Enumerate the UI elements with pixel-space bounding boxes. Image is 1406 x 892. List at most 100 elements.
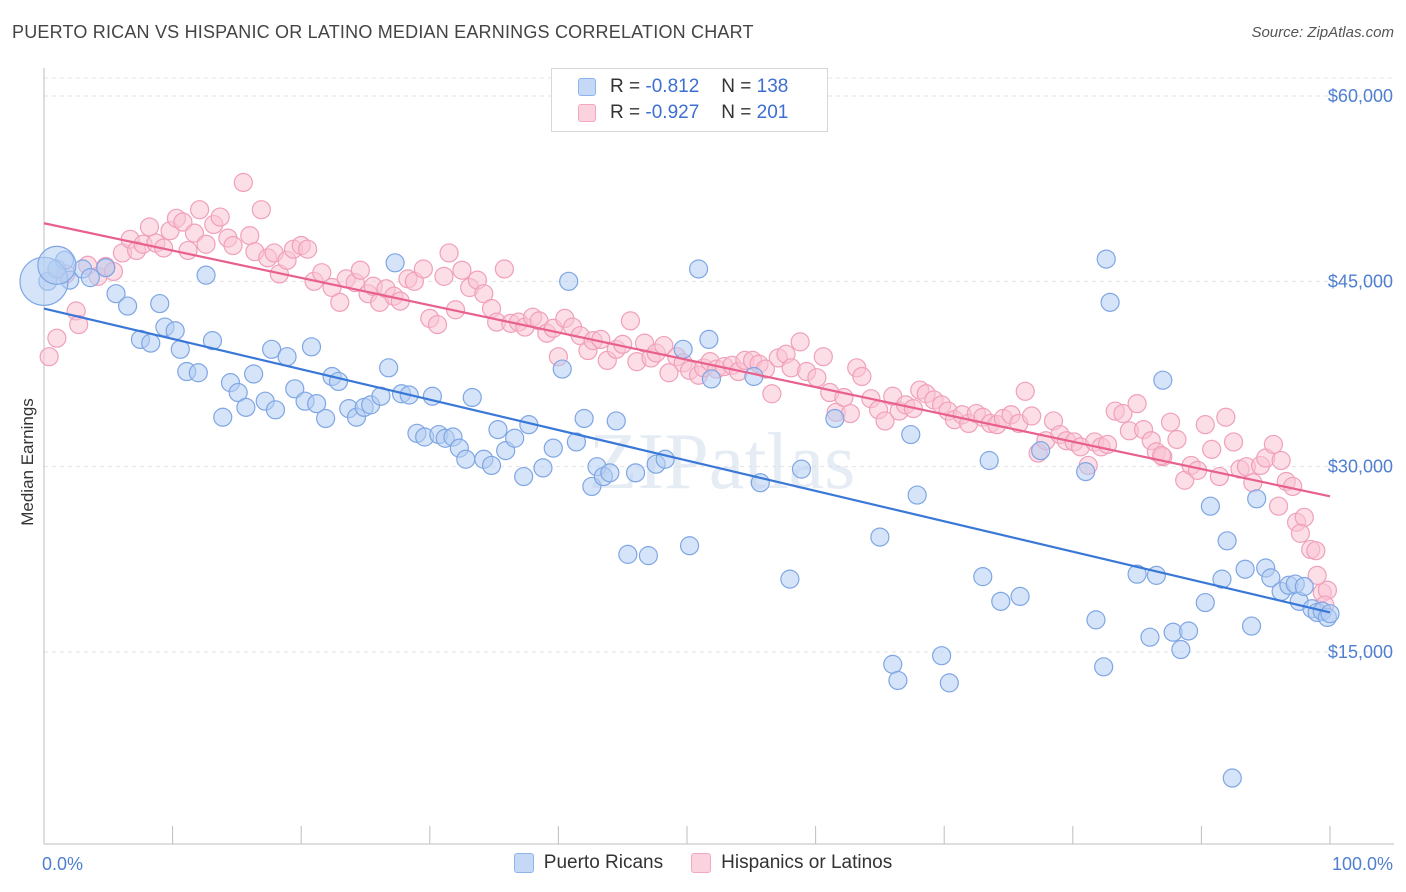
puerto-ricans-point	[699, 329, 719, 350]
puerto-ricans-point	[688, 259, 709, 279]
bottom-legend-hispanics: Hispanics or Latinos	[691, 852, 892, 874]
legend-n-value: 138	[756, 76, 789, 97]
puerto-ricans-point	[559, 271, 579, 291]
puerto-ricans-point	[780, 569, 800, 589]
puerto-ricans-point	[96, 258, 116, 278]
puerto-ricans-point	[1100, 292, 1120, 312]
puerto-ricans-point	[1195, 592, 1215, 613]
puerto-ricans-point	[141, 333, 161, 353]
puerto-ricans-point	[1127, 564, 1147, 584]
puerto-ricans-point	[150, 293, 170, 314]
puerto-ricans-point	[625, 463, 646, 483]
puerto-ricans-point	[991, 591, 1011, 611]
hispanics-point	[39, 347, 59, 367]
legend-r-label: R =	[610, 76, 641, 97]
puerto-ricans-point	[883, 654, 903, 674]
hispanics-point	[184, 223, 205, 243]
x-tick-label: 100.0%	[1332, 854, 1393, 874]
bottom-legend-swatch-blue	[513, 853, 534, 873]
puerto-ricans-point	[1261, 568, 1281, 588]
legend-r-label: R =	[610, 102, 641, 123]
puerto-ricans-point	[316, 408, 336, 429]
puerto-ricans-point	[1153, 370, 1173, 390]
hispanics-point	[434, 266, 454, 286]
puerto-ricans-point	[543, 438, 563, 458]
puerto-ricans-point	[566, 432, 587, 452]
hispanics-point	[659, 363, 679, 383]
y-tick-labels: $15,000 $30,000 $45,000 $60,000	[1328, 86, 1393, 662]
puerto-ricans-point	[505, 428, 525, 448]
puerto-ricans-point	[1031, 441, 1051, 461]
bottom-legend-label: Hispanics or Latinos	[721, 852, 893, 873]
hispanics-point	[251, 200, 271, 220]
hispanics-point	[1167, 429, 1187, 450]
puerto-ricans-point	[1222, 768, 1242, 788]
puerto-ricans-point	[307, 394, 327, 414]
puerto-ricans-point	[1241, 616, 1262, 636]
legend-n-value: 201	[756, 102, 789, 123]
bottom-legend-puerto-ricans: Puerto Ricans	[513, 852, 663, 874]
hispanics-point	[69, 314, 89, 335]
puerto-ricans-point	[979, 450, 999, 471]
x-tick-labels: 0.0% 100.0%	[42, 854, 1393, 874]
hispanics-point	[1209, 466, 1230, 487]
source-label: Source: ZipAtlas.com	[1251, 24, 1394, 41]
puerto-ricans-point	[37, 245, 77, 285]
hispanics-point	[298, 239, 318, 259]
puerto-ricans-point	[533, 458, 553, 478]
hispanics-point	[330, 292, 350, 312]
hispanics-point	[173, 212, 193, 232]
puerto-ricans-point	[196, 265, 216, 285]
legend-row-hispanics: R = -0.927 N = 201	[578, 100, 788, 126]
puerto-ricans-point	[1010, 586, 1030, 607]
hispanics-point	[1307, 565, 1327, 585]
hispanics-point	[474, 284, 494, 304]
hispanics-point	[350, 260, 370, 280]
puerto-ricans-point	[262, 339, 282, 359]
hispanics-point	[196, 234, 216, 254]
hispanics-point	[620, 311, 641, 331]
hispanics-point	[139, 217, 160, 237]
puerto-ricans-point	[188, 363, 208, 383]
puerto-ricans-point	[973, 567, 993, 587]
hispanics-point	[1271, 450, 1291, 471]
puerto-ricans-point	[1294, 576, 1314, 597]
hispanics-point	[178, 240, 198, 261]
puerto-ricans-point	[328, 371, 349, 392]
puerto-ricans-point	[1217, 531, 1237, 551]
puerto-ricans-point	[679, 536, 700, 556]
puerto-ricans-point	[80, 268, 100, 288]
series-puerto-ricans-points	[19, 245, 1340, 788]
puerto-ricans-point	[1320, 604, 1340, 624]
puerto-ricans-point	[1178, 621, 1199, 641]
puerto-ricans-point	[552, 359, 572, 379]
axes	[43, 68, 1394, 845]
hispanics-point	[240, 226, 260, 246]
hispanics-point	[813, 347, 833, 367]
hispanics-point	[413, 259, 433, 279]
puerto-ricans-point	[825, 408, 845, 429]
legend-r-value: -0.812	[645, 76, 700, 97]
puerto-ricans-point	[1171, 639, 1191, 660]
watermark: ZIPatlas	[589, 418, 856, 506]
hispanics-point	[210, 207, 230, 227]
puerto-ricans-point	[638, 546, 659, 566]
puerto-ricans-point	[673, 339, 693, 359]
puerto-ricans-point	[481, 455, 502, 476]
puerto-ricans-point	[618, 544, 638, 564]
hispanics-point	[1268, 496, 1289, 516]
hispanics-point	[875, 411, 895, 431]
puerto-ricans-point	[514, 466, 534, 487]
legend-n-label: N =	[721, 76, 752, 97]
puerto-ricans-point	[870, 527, 890, 547]
hispanics-point	[1243, 473, 1263, 493]
legend-r-value: -0.927	[645, 102, 700, 123]
puerto-ricans-point	[1094, 657, 1114, 677]
puerto-ricans-point	[888, 670, 908, 691]
hispanics-point	[190, 200, 210, 220]
hispanics-point	[1127, 394, 1147, 414]
puerto-ricans-trend-line	[43, 307, 1331, 614]
puerto-ricans-point	[462, 387, 482, 408]
series-hispanics-points	[39, 172, 1338, 615]
